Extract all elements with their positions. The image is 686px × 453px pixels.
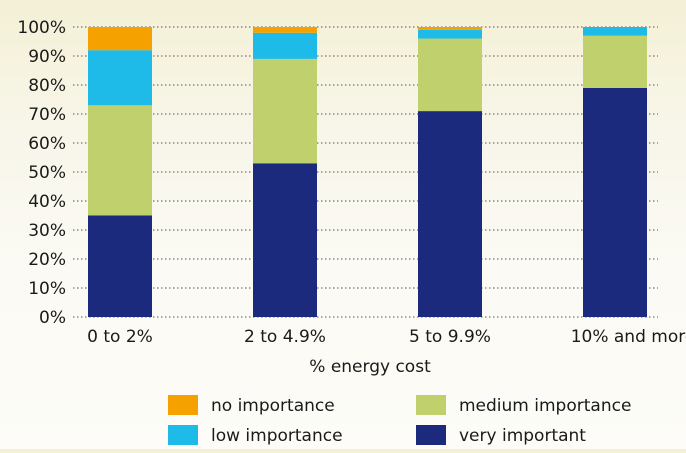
y-tick-label: 40% bbox=[28, 192, 66, 212]
bar-segment-medium-importance bbox=[88, 105, 152, 216]
y-tick-label: 30% bbox=[28, 221, 66, 241]
bar-segment-low-importance bbox=[253, 32, 317, 59]
y-tick-label: 80% bbox=[28, 76, 66, 96]
bar-segment-very-important bbox=[583, 87, 647, 318]
bar-segment-no-importance bbox=[88, 27, 152, 51]
y-axis-ticks: 0% 10% 20% 30% 40% 50% 60% 70% 80% 90% 100% bbox=[17, 18, 66, 328]
bar-segment-low-importance bbox=[418, 29, 482, 39]
y-tick-label: 20% bbox=[28, 250, 66, 270]
bar-segment-low-importance bbox=[583, 27, 647, 36]
y-tick-label: 50% bbox=[28, 163, 66, 183]
legend-swatch bbox=[168, 395, 198, 415]
x-tick-label: 5 to 9.9% bbox=[409, 327, 491, 347]
bar-segment-medium-importance bbox=[418, 38, 482, 112]
bar-segment-no-importance bbox=[418, 27, 482, 30]
x-axis-ticks: 0 to 2% 2 to 4.9% 5 to 9.9% 10% and more bbox=[87, 327, 686, 347]
bar-segment-very-important bbox=[253, 163, 317, 317]
legend-label: very important bbox=[459, 426, 586, 446]
x-tick-label: 2 to 4.9% bbox=[244, 327, 326, 347]
legend-swatch bbox=[416, 425, 446, 445]
x-tick-label: 0 to 2% bbox=[87, 327, 153, 347]
legend-label: no importance bbox=[211, 396, 335, 416]
bar-segment-no-importance bbox=[253, 27, 317, 33]
bars bbox=[88, 27, 647, 318]
bar-segment-very-important bbox=[418, 111, 482, 317]
legend: no importance medium importance low import… bbox=[168, 395, 631, 446]
bar-segment-very-important bbox=[88, 215, 152, 317]
gridlines bbox=[73, 26, 658, 318]
y-tick-label: 10% bbox=[28, 279, 66, 299]
bar-segment-medium-importance bbox=[583, 35, 647, 88]
bar-segment-low-importance bbox=[88, 50, 152, 106]
y-tick-label: 60% bbox=[28, 134, 66, 154]
legend-swatch bbox=[416, 395, 446, 415]
legend-swatch bbox=[168, 425, 198, 445]
y-tick-label: 100% bbox=[17, 18, 66, 38]
legend-label: low importance bbox=[211, 426, 343, 446]
x-tick-label: 10% and more bbox=[571, 327, 686, 347]
x-axis-title: % energy cost bbox=[309, 357, 431, 377]
y-tick-label: 90% bbox=[28, 47, 66, 67]
y-tick-label: 0% bbox=[39, 308, 66, 328]
y-tick-label: 70% bbox=[28, 105, 66, 125]
legend-label: medium importance bbox=[459, 396, 631, 416]
bar-segment-medium-importance bbox=[253, 58, 317, 164]
